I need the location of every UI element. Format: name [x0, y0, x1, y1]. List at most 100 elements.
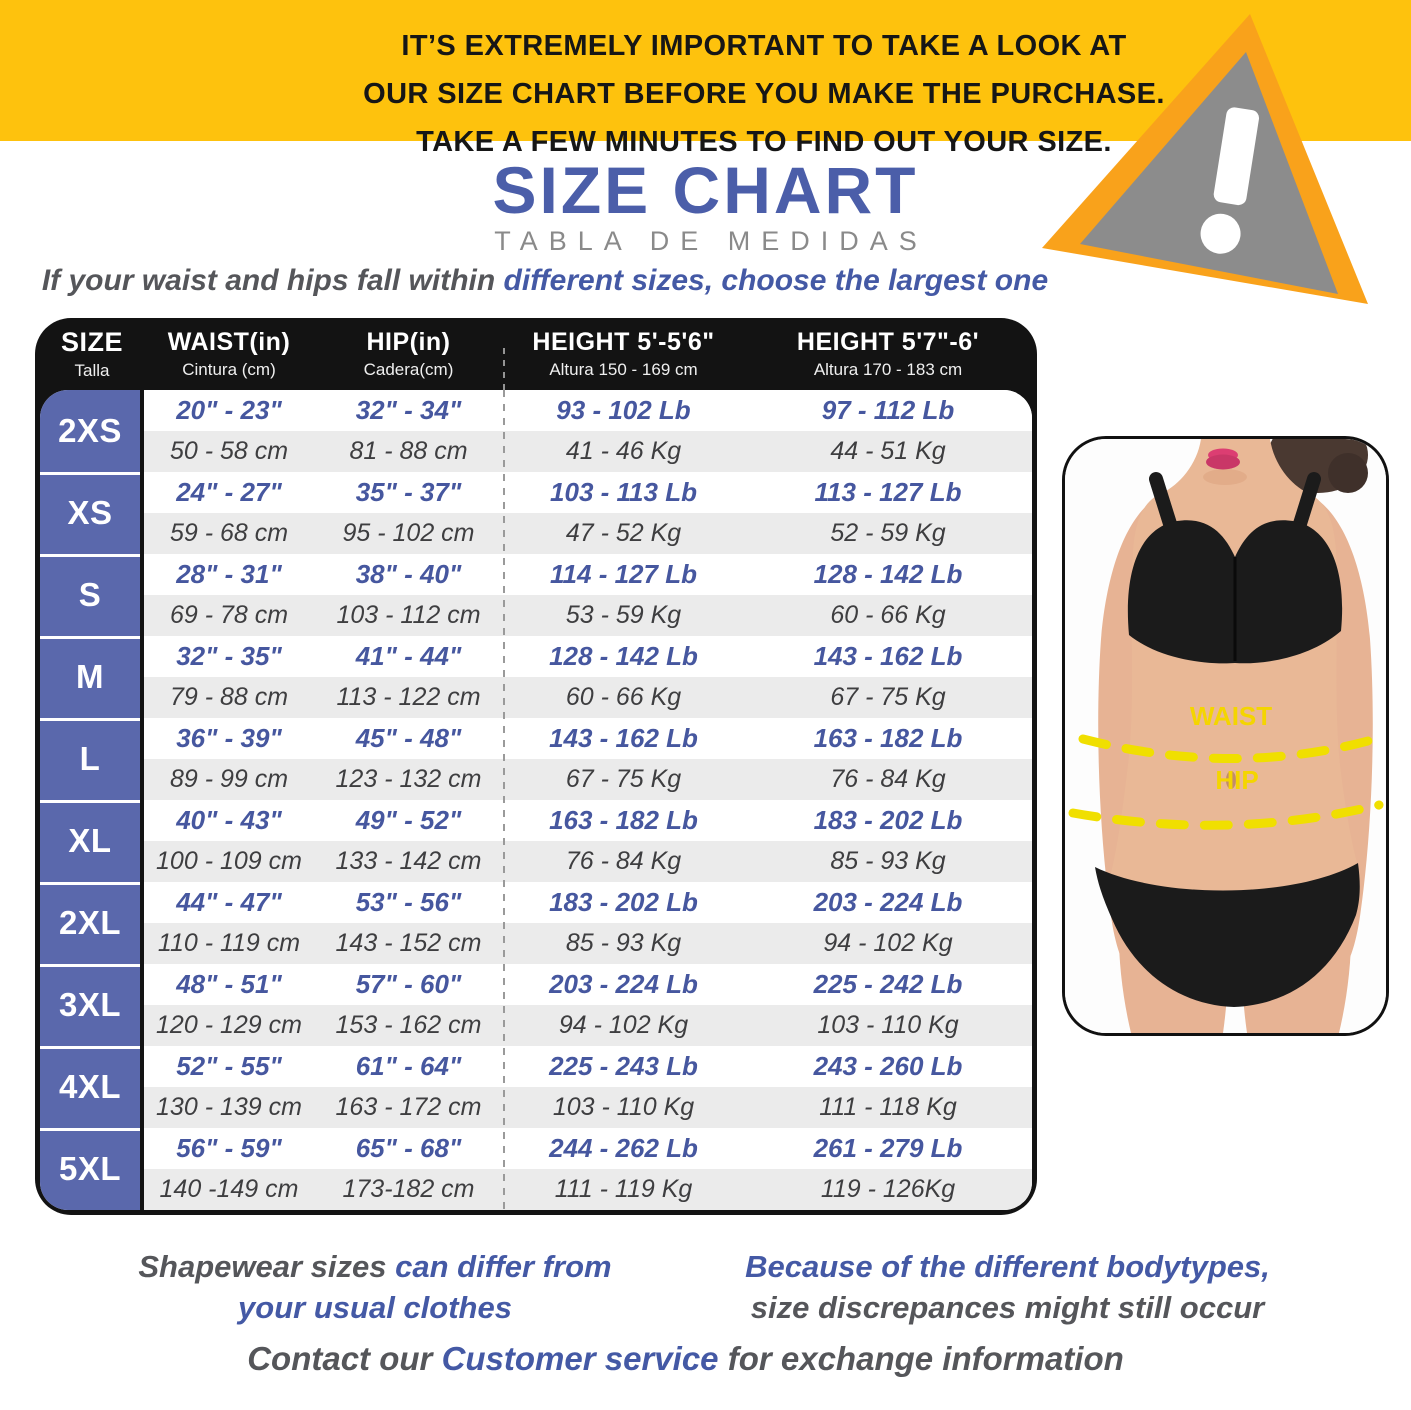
- hip-inches-cell: 32" - 34": [314, 390, 503, 431]
- height1-pounds-cell: 244 - 262 Lb: [503, 1128, 744, 1169]
- table-row: XL 40" - 43" 49" - 52" 163 - 182 Lb 183 …: [40, 800, 1032, 882]
- note-shapewear-sizes: Shapewear sizes can differ from your usu…: [115, 1246, 635, 1328]
- hip-inches-cell: 35" - 37": [314, 472, 503, 513]
- size-label-cell: XL: [40, 800, 144, 882]
- height2-pounds-cell: 143 - 162 Lb: [744, 636, 1032, 677]
- bra: [1127, 472, 1343, 664]
- hip-dashed-line: [1068, 800, 1384, 830]
- note-bodytypes: Because of the different bodytypes, size…: [735, 1246, 1280, 1328]
- hip-cm-cell: 133 - 142 cm: [314, 841, 503, 882]
- height2-pounds-cell: 183 - 202 Lb: [744, 800, 1032, 841]
- hip-label: HIP: [1215, 765, 1258, 795]
- contact-gray-1: Contact our: [247, 1340, 433, 1377]
- table-row: XS 24" - 27" 35" - 37" 103 - 113 Lb 113 …: [40, 472, 1032, 554]
- body-dashed-divider: [503, 390, 505, 1210]
- header-col-height-1: HEIGHT 5'-5'6" Altura 150 - 169 cm: [532, 328, 715, 379]
- height2-kg-cell: 111 - 118 Kg: [744, 1087, 1032, 1128]
- waist-inches-cell: 52" - 55": [144, 1046, 314, 1087]
- hip-inches-cell: 65" - 68": [314, 1128, 503, 1169]
- page-subtitle: TABLA DE MEDIDAS: [494, 226, 928, 256]
- table-row: L 36" - 39" 45" - 48" 143 - 162 Lb 163 -…: [40, 718, 1032, 800]
- waist-cm-cell: 140 -149 cm: [144, 1169, 314, 1210]
- hip-inches-cell: 41" - 44": [314, 636, 503, 677]
- height2-pounds-cell: 113 - 127 Lb: [744, 472, 1032, 513]
- waist-inches-cell: 36" - 39": [144, 718, 314, 759]
- height2-kg-cell: 119 - 126Kg: [744, 1169, 1032, 1210]
- contact-line: Contact our Customer service for exchang…: [0, 1340, 1391, 1378]
- contact-blue: Customer service: [441, 1340, 719, 1377]
- height1-pounds-cell: 114 - 127 Lb: [503, 554, 744, 595]
- height1-kg-cell: 94 - 102 Kg: [503, 1005, 744, 1046]
- hip-cm-cell: 153 - 162 cm: [314, 1005, 503, 1046]
- table-body: 2XS 20" - 23" 32" - 34" 93 - 102 Lb 97 -…: [40, 390, 1032, 1210]
- header-dashed-divider: [503, 348, 505, 390]
- hip-cm-cell: 81 - 88 cm: [314, 431, 503, 472]
- waist-dashed-line: [1078, 734, 1373, 763]
- table-row: S 28" - 31" 38" - 40" 114 - 127 Lb 128 -…: [40, 554, 1032, 636]
- page-title: SIZE CHART: [492, 153, 919, 227]
- height2-kg-cell: 76 - 84 Kg: [744, 759, 1032, 800]
- height1-pounds-cell: 183 - 202 Lb: [503, 882, 744, 923]
- height2-pounds-cell: 203 - 224 Lb: [744, 882, 1032, 923]
- table-row: 2XS 20" - 23" 32" - 34" 93 - 102 Lb 97 -…: [40, 390, 1032, 472]
- size-label-cell: 2XS: [40, 390, 144, 472]
- note-left-blue-2: your usual clothes: [238, 1290, 512, 1325]
- model-photo: WAIST HIP: [1062, 436, 1389, 1036]
- height2-pounds-cell: 225 - 242 Lb: [744, 964, 1032, 1005]
- height2-pounds-cell: 163 - 182 Lb: [744, 718, 1032, 759]
- waist-inches-cell: 32" - 35": [144, 636, 314, 677]
- top-warning-banner: IT’S EXTREMELY IMPORTANT TO TAKE A LOOK …: [0, 0, 1411, 158]
- height2-kg-cell: 85 - 93 Kg: [744, 841, 1032, 882]
- waist-cm-cell: 50 - 58 cm: [144, 431, 314, 472]
- banner-line-2: OUR SIZE CHART BEFORE YOU MAKE THE PURCH…: [363, 78, 1165, 110]
- height1-pounds-cell: 163 - 182 Lb: [503, 800, 744, 841]
- hip-cm-cell: 113 - 122 cm: [314, 677, 503, 718]
- height1-pounds-cell: 128 - 142 Lb: [503, 636, 744, 677]
- hip-cm-cell: 143 - 152 cm: [314, 923, 503, 964]
- size-label-cell: L: [40, 718, 144, 800]
- height1-pounds-cell: 203 - 224 Lb: [503, 964, 744, 1005]
- waist-inches-cell: 40" - 43": [144, 800, 314, 841]
- note-right-blue: Because of the different bodytypes,: [745, 1249, 1270, 1284]
- height2-kg-cell: 67 - 75 Kg: [744, 677, 1032, 718]
- header-col-hip: HIP(in) Cadera(cm): [363, 328, 454, 379]
- height1-kg-cell: 76 - 84 Kg: [503, 841, 744, 882]
- waist-inches-cell: 48" - 51": [144, 964, 314, 1005]
- panties: [1095, 863, 1360, 1007]
- size-chart-table: SIZE Talla WAIST(in) Cintura (cm) HIP(in…: [35, 318, 1037, 1215]
- waist-inches-cell: 20" - 23": [144, 390, 314, 431]
- waist-inches-cell: 44" - 47": [144, 882, 314, 923]
- height1-kg-cell: 85 - 93 Kg: [503, 923, 744, 964]
- height1-pounds-cell: 103 - 113 Lb: [503, 472, 744, 513]
- note-left-gray: Shapewear sizes: [138, 1249, 387, 1284]
- hip-cm-cell: 123 - 132 cm: [314, 759, 503, 800]
- torso: [1109, 439, 1361, 902]
- warning-triangle-graphic: [1042, 14, 1368, 304]
- size-label-cell: XS: [40, 472, 144, 554]
- height1-kg-cell: 53 - 59 Kg: [503, 595, 744, 636]
- height2-pounds-cell: 243 - 260 Lb: [744, 1046, 1032, 1087]
- waist-cm-cell: 100 - 109 cm: [144, 841, 314, 882]
- banner-line-1: IT’S EXTREMELY IMPORTANT TO TAKE A LOOK …: [401, 30, 1127, 62]
- height1-kg-cell: 60 - 66 Kg: [503, 677, 744, 718]
- header-col-height-2: HEIGHT 5'7"-6' Altura 170 - 183 cm: [796, 328, 980, 379]
- height1-kg-cell: 41 - 46 Kg: [503, 431, 744, 472]
- height1-pounds-cell: 225 - 243 Lb: [503, 1046, 744, 1087]
- table-header-row: SIZE Talla WAIST(in) Cintura (cm) HIP(in…: [40, 318, 1032, 390]
- height1-kg-cell: 103 - 110 Kg: [503, 1087, 744, 1128]
- banner-line-3: TAKE A FEW MINUTES TO FIND OUT YOUR SIZE…: [416, 126, 1112, 158]
- height1-pounds-cell: 93 - 102 Lb: [503, 390, 744, 431]
- height2-pounds-cell: 261 - 279 Lb: [744, 1128, 1032, 1169]
- table-row: 2XL 44" - 47" 53" - 56" 183 - 202 Lb 203…: [40, 882, 1032, 964]
- header-col-waist: WAIST(in) Cintura (cm): [167, 328, 291, 379]
- table-row: 4XL 52" - 55" 61" - 64" 225 - 243 Lb 243…: [40, 1046, 1032, 1128]
- waist-cm-cell: 59 - 68 cm: [144, 513, 314, 554]
- height2-kg-cell: 52 - 59 Kg: [744, 513, 1032, 554]
- model-illustration: WAIST HIP: [1065, 439, 1386, 1033]
- waist-cm-cell: 110 - 119 cm: [144, 923, 314, 964]
- height1-kg-cell: 47 - 52 Kg: [503, 513, 744, 554]
- contact-gray-2: for exchange information: [727, 1340, 1124, 1377]
- size-label-cell: 5XL: [40, 1128, 144, 1210]
- hip-cm-cell: 163 - 172 cm: [314, 1087, 503, 1128]
- height2-pounds-cell: 128 - 142 Lb: [744, 554, 1032, 595]
